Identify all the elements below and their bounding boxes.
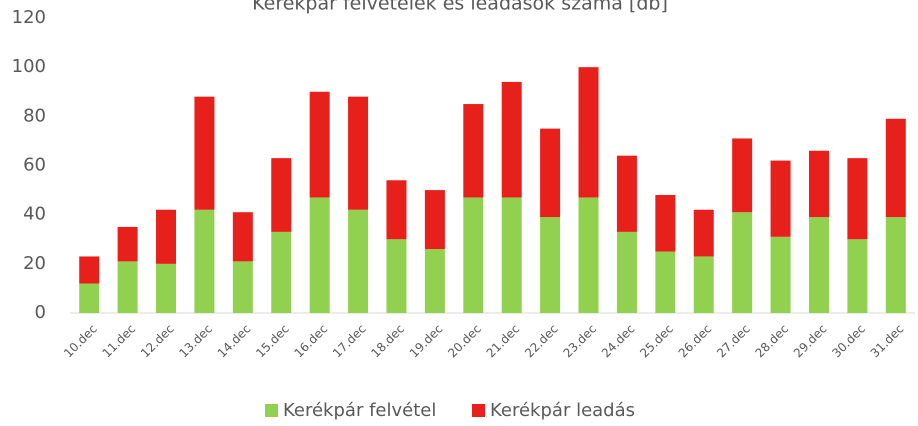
- x-tick-label: 26.dec: [676, 322, 715, 361]
- x-tick-label: 29.dec: [791, 322, 830, 361]
- x-tick-label: 11.dec: [100, 322, 139, 361]
- bar-segment: [117, 226, 138, 262]
- bar-segment: [616, 231, 637, 313]
- x-tick-label: 24.dec: [599, 322, 638, 361]
- x-tick-label: 19.dec: [407, 322, 446, 361]
- x-tick-label: 20.dec: [445, 322, 484, 361]
- legend-swatch: [472, 404, 485, 417]
- x-tick-label: 15.dec: [253, 322, 292, 361]
- x-tick-label: 31.dec: [868, 322, 907, 361]
- bar-segment: [424, 190, 445, 250]
- bar-segment: [693, 209, 714, 257]
- x-tick-label: 14.dec: [215, 322, 254, 361]
- bar-segment: [271, 231, 292, 313]
- bar-segment: [156, 209, 177, 264]
- bar-segment: [79, 256, 100, 284]
- x-tick-label: 16.dec: [292, 322, 331, 361]
- y-tick-label: 100: [12, 56, 46, 77]
- bar-segment: [309, 91, 330, 198]
- bar-segment: [232, 212, 253, 262]
- bar-segment: [578, 67, 599, 198]
- x-tick-label: 17.dec: [330, 322, 369, 361]
- bar-segment: [232, 261, 253, 313]
- bar-segment: [156, 263, 177, 313]
- bar-segment: [808, 150, 829, 218]
- x-tick-label: 27.dec: [714, 322, 753, 361]
- bar-segment: [770, 236, 791, 313]
- bar-segment: [463, 197, 484, 313]
- x-tick-label: 22.dec: [522, 322, 561, 361]
- bar-segment: [847, 158, 868, 240]
- x-tick-label: 13.dec: [176, 322, 215, 361]
- x-tick-label: 21.dec: [484, 322, 523, 361]
- legend-label: Kerékpár felvétel: [283, 400, 436, 421]
- bar-segment: [808, 217, 829, 313]
- bar-segment: [885, 217, 906, 313]
- bar-segment: [386, 180, 407, 240]
- bar-segment: [309, 197, 330, 313]
- bar-segment: [885, 118, 906, 218]
- bar-segment: [501, 81, 522, 198]
- y-tick-label: 60: [23, 155, 46, 176]
- bar-segment: [501, 197, 522, 313]
- bar-segment: [770, 160, 791, 237]
- x-tick-label: 28.dec: [752, 322, 791, 361]
- bar-segment: [117, 261, 138, 313]
- x-tick-label: 12.dec: [138, 322, 177, 361]
- x-tick-label: 18.dec: [368, 322, 407, 361]
- y-tick-label: 20: [23, 253, 46, 274]
- bar-segment: [693, 256, 714, 313]
- legend-swatch: [265, 404, 278, 417]
- bar-segment: [386, 239, 407, 313]
- bar-segment: [194, 209, 215, 313]
- x-tick-label: 25.dec: [637, 322, 676, 361]
- bar-segment: [463, 104, 484, 198]
- bar-segment: [732, 138, 753, 213]
- bar-segment: [616, 155, 637, 232]
- bar-segment: [194, 96, 215, 210]
- bar-segment: [79, 283, 100, 313]
- bar-segment: [424, 249, 445, 313]
- y-tick-label: 0: [35, 302, 46, 323]
- bar-segment: [271, 158, 292, 232]
- bar-segment: [847, 239, 868, 313]
- bar-segment: [348, 209, 369, 313]
- legend-label: Kerékpár leadás: [490, 400, 635, 421]
- chart-title: Kerékpár felvételek és leadások száma [d…: [252, 0, 668, 15]
- x-tick-label: 10.dec: [61, 322, 100, 361]
- y-tick-label: 120: [12, 7, 46, 28]
- bar-segment: [540, 217, 561, 313]
- y-tick-label: 80: [23, 105, 46, 126]
- bar-segment: [348, 96, 369, 210]
- bar-segment: [655, 195, 676, 252]
- x-tick-label: 23.dec: [560, 322, 599, 361]
- y-tick-label: 40: [23, 204, 46, 225]
- bar-segment: [655, 251, 676, 313]
- x-tick-label: 30.dec: [829, 322, 868, 361]
- bar-segment: [540, 128, 561, 218]
- bar-segment: [578, 197, 599, 313]
- bar-segment: [732, 212, 753, 313]
